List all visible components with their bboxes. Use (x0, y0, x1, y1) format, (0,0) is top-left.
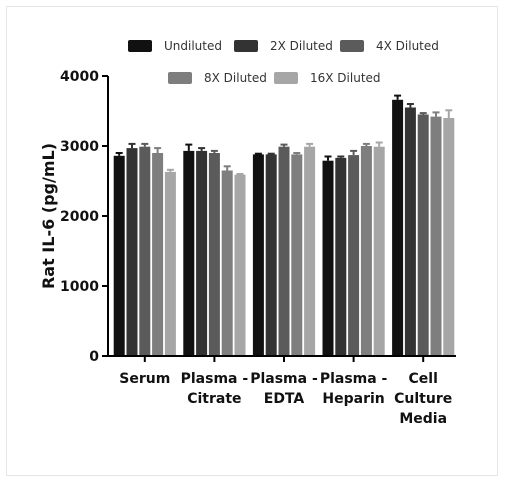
bar (430, 116, 442, 356)
x-tick-label-line: Culture (394, 391, 452, 407)
bar (183, 150, 195, 356)
y-axis-label: Rat IL-6 (pg/mL) (39, 143, 58, 289)
bar (335, 157, 347, 356)
bar (152, 153, 164, 356)
x-tick-label-line: Plasma - (250, 371, 318, 387)
x-tick-label: Plasma - EDTA (250, 371, 318, 407)
legend-swatch (168, 72, 192, 84)
bar (234, 174, 246, 356)
bar (164, 171, 176, 356)
bar (392, 99, 404, 357)
bar (373, 146, 385, 356)
x-tick-label-line: Media (399, 411, 447, 427)
y-tick-label: 2000 (60, 209, 99, 225)
x-tick-label-line: EDTA (264, 391, 305, 407)
x-tick-label: Cell Culture Media (394, 371, 452, 427)
x-tick-label-line: Plasma - (181, 371, 249, 387)
chart-frame (6, 6, 498, 476)
bar (417, 114, 429, 356)
legend-label: 8X Diluted (204, 71, 267, 85)
bar (221, 170, 233, 356)
x-tick-label-line: Heparin (322, 391, 384, 407)
legend-label: 2X Diluted (270, 39, 333, 53)
bar (404, 107, 416, 356)
y-tick-label: 3000 (60, 139, 99, 155)
x-tick-label-line: Plasma - (320, 371, 388, 387)
x-tick-label: Serum (119, 371, 170, 387)
bar (360, 146, 372, 356)
legend-swatch (234, 40, 258, 52)
legend-swatch (274, 72, 298, 84)
bar (126, 148, 138, 356)
legend: Undiluted 2X Diluted 4X Diluted 8X Diluted 1… (128, 39, 439, 85)
bar (208, 153, 220, 356)
bar (278, 146, 290, 356)
bars (113, 94, 455, 357)
x-tick-label-line: Cell (409, 371, 438, 387)
bar (348, 155, 360, 356)
y-tick-label: 0 (89, 349, 99, 365)
bar (113, 155, 125, 356)
bar (322, 160, 334, 356)
bar (252, 154, 264, 356)
y-tick-label: 4000 (60, 69, 99, 85)
legend-label: 16X Diluted (310, 71, 381, 85)
bar (196, 150, 208, 356)
legend-label: Undiluted (164, 39, 222, 53)
x-tick-label: Plasma - Citrate (181, 371, 249, 407)
y-tick-label: 1000 (60, 279, 99, 295)
bar (304, 146, 316, 356)
bar (139, 146, 151, 356)
y-axis: 0 1000 2000 3000 4000 (60, 69, 109, 365)
legend-swatch (128, 40, 152, 52)
x-tick-label: Plasma - Heparin (320, 371, 388, 407)
bar (291, 154, 303, 356)
x-tick-label-line: Serum (119, 371, 170, 387)
bar (265, 154, 277, 356)
legend-swatch (340, 40, 364, 52)
legend-label: 4X Diluted (376, 39, 439, 53)
bar (443, 118, 455, 356)
x-tick-label-line: Citrate (187, 391, 241, 407)
